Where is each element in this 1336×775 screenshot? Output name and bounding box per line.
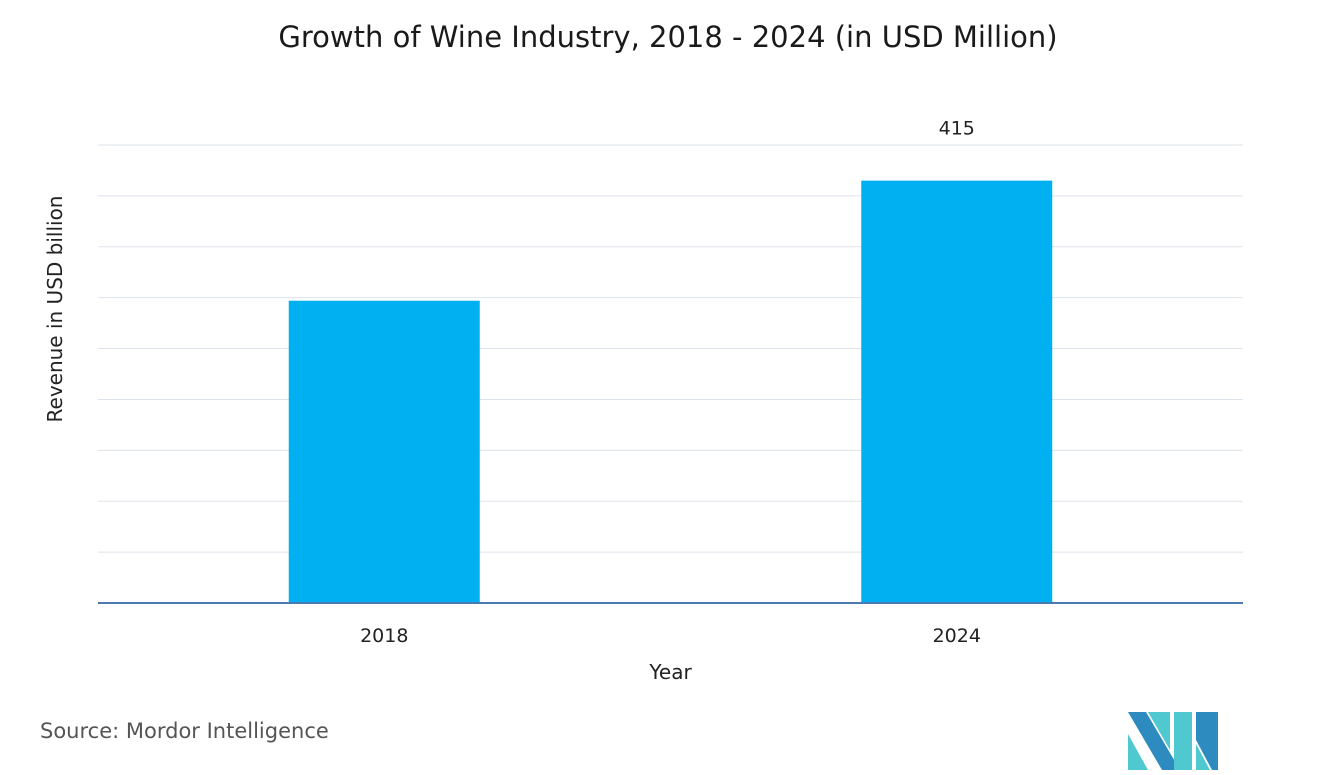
bar-2018 xyxy=(288,300,480,603)
data-label: 415 xyxy=(939,118,975,140)
x-tick-label: 2018 xyxy=(360,625,408,647)
bar-2024 xyxy=(861,180,1053,603)
y-axis-label: Revenue in USD billion xyxy=(43,196,67,423)
source-note: Source: Mordor Intelligence xyxy=(40,719,329,743)
x-axis-label: Year xyxy=(648,660,692,684)
chart-title: Growth of Wine Industry, 2018 - 2024 (in… xyxy=(278,20,1058,54)
mordor-logo-icon xyxy=(1128,712,1218,770)
x-tick-label: 2024 xyxy=(933,625,981,647)
